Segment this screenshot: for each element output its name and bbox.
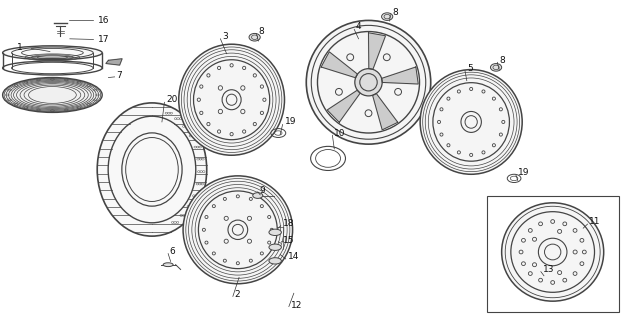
Ellipse shape xyxy=(355,69,382,96)
Text: 19: 19 xyxy=(518,168,529,177)
Text: 8: 8 xyxy=(258,27,264,36)
Ellipse shape xyxy=(179,44,284,155)
Text: 4: 4 xyxy=(356,22,362,31)
Ellipse shape xyxy=(2,46,102,60)
Polygon shape xyxy=(382,67,418,84)
Text: 8: 8 xyxy=(499,56,505,65)
Text: 11: 11 xyxy=(589,217,601,226)
Ellipse shape xyxy=(420,69,522,174)
Bar xyxy=(487,196,619,312)
Ellipse shape xyxy=(269,244,281,251)
Text: 19: 19 xyxy=(284,117,296,126)
Text: 2: 2 xyxy=(235,290,241,299)
Text: 1: 1 xyxy=(17,43,22,52)
Text: 12: 12 xyxy=(291,301,302,310)
Ellipse shape xyxy=(249,33,260,41)
Text: 20: 20 xyxy=(166,95,177,104)
Ellipse shape xyxy=(49,49,72,57)
Polygon shape xyxy=(106,59,122,65)
Text: 7: 7 xyxy=(116,71,122,80)
Ellipse shape xyxy=(382,13,392,20)
Polygon shape xyxy=(369,33,386,69)
Text: 3: 3 xyxy=(222,32,228,41)
Text: 13: 13 xyxy=(542,265,554,274)
Text: 8: 8 xyxy=(392,8,398,17)
Ellipse shape xyxy=(98,103,207,236)
Ellipse shape xyxy=(253,193,262,198)
Text: 18: 18 xyxy=(282,219,294,228)
Text: 16: 16 xyxy=(98,16,109,25)
Ellipse shape xyxy=(163,263,173,267)
Ellipse shape xyxy=(2,77,102,112)
Ellipse shape xyxy=(269,258,281,264)
Text: 17: 17 xyxy=(98,35,109,44)
Text: 10: 10 xyxy=(334,129,346,138)
Text: 15: 15 xyxy=(282,236,294,245)
Ellipse shape xyxy=(306,20,431,144)
Polygon shape xyxy=(321,52,357,78)
Ellipse shape xyxy=(183,176,292,284)
Text: 14: 14 xyxy=(288,252,299,261)
Polygon shape xyxy=(328,90,360,122)
Ellipse shape xyxy=(269,229,281,236)
Ellipse shape xyxy=(502,203,604,301)
Text: 6: 6 xyxy=(169,247,175,257)
Text: 9: 9 xyxy=(259,186,266,195)
Ellipse shape xyxy=(491,64,502,71)
Text: 5: 5 xyxy=(467,63,472,73)
Polygon shape xyxy=(372,93,398,130)
